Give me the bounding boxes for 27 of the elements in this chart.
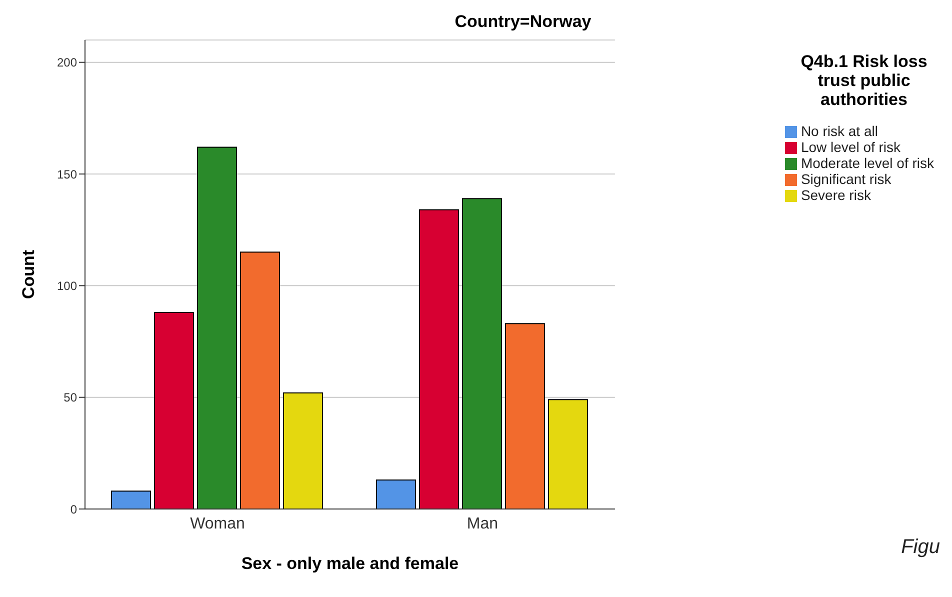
- bar: [548, 399, 588, 509]
- y-tick-label: 100: [56, 278, 78, 293]
- y-tick-label: 200: [56, 56, 78, 70]
- legend-label: Moderate level of risk: [800, 155, 934, 171]
- x-tick-label: Woman: [190, 515, 245, 532]
- bar: [462, 198, 502, 509]
- y-tick-label: 0: [70, 502, 78, 516]
- y-tick-label: 50: [64, 390, 78, 405]
- legend-label: Significant risk: [800, 171, 892, 187]
- y-tick-label: 150: [56, 167, 78, 182]
- y-axis-title: Count: [19, 250, 38, 300]
- chart-title: Country=Norway: [454, 12, 592, 32]
- bar: [240, 252, 280, 509]
- bar: [282, 392, 323, 509]
- bar: [376, 479, 416, 509]
- bar: [504, 323, 545, 509]
- bar: [196, 146, 237, 509]
- bar: [154, 312, 194, 509]
- legend-label: Low level of risk: [800, 139, 901, 155]
- bar: [418, 209, 459, 509]
- x-axis-title: Sex - only male and female: [241, 554, 459, 573]
- legend-label: No risk at all: [800, 123, 878, 139]
- x-tick-label: Man: [466, 515, 498, 532]
- legend-label: Severe risk: [800, 187, 871, 203]
- legend-title: Q4b.1 Risk loss trust public authorities: [800, 52, 928, 109]
- text: Figu: [901, 536, 940, 559]
- bar: [110, 490, 151, 509]
